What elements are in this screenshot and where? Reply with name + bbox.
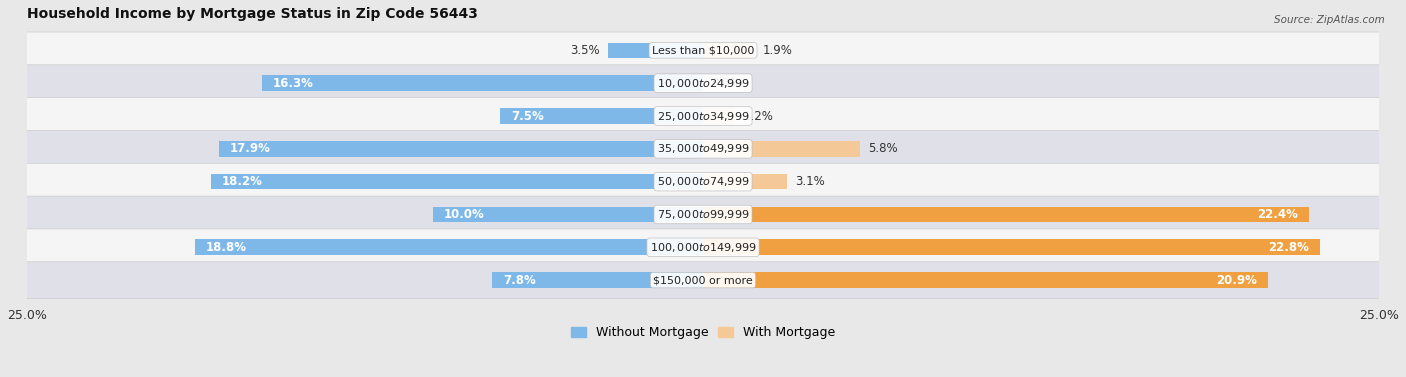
FancyBboxPatch shape (17, 98, 1389, 134)
FancyBboxPatch shape (17, 65, 1389, 101)
Text: 22.4%: 22.4% (1257, 208, 1298, 221)
Text: 22.8%: 22.8% (1268, 241, 1309, 254)
Text: 5.8%: 5.8% (868, 143, 897, 155)
Text: Less than $10,000: Less than $10,000 (652, 45, 754, 55)
FancyBboxPatch shape (17, 130, 1389, 167)
Bar (703, 174, 787, 190)
Legend: Without Mortgage, With Mortgage: Without Mortgage, With Mortgage (565, 321, 841, 344)
Bar (219, 141, 703, 156)
Bar (211, 174, 703, 190)
Text: 7.5%: 7.5% (510, 110, 544, 123)
Text: 3.5%: 3.5% (571, 44, 600, 57)
FancyBboxPatch shape (17, 229, 1389, 266)
Bar (703, 207, 1309, 222)
Bar (262, 75, 703, 91)
Text: 16.3%: 16.3% (273, 77, 314, 90)
Bar (703, 141, 860, 156)
Text: 3.1%: 3.1% (794, 175, 825, 188)
Bar (609, 43, 703, 58)
Bar (703, 272, 1268, 288)
Bar (433, 207, 703, 222)
Text: Household Income by Mortgage Status in Zip Code 56443: Household Income by Mortgage Status in Z… (27, 7, 478, 21)
Bar (194, 239, 703, 255)
Text: 20.9%: 20.9% (1216, 274, 1257, 287)
Bar (703, 43, 755, 58)
Text: $50,000 to $74,999: $50,000 to $74,999 (657, 175, 749, 188)
Text: 1.9%: 1.9% (762, 44, 793, 57)
Bar (703, 239, 1320, 255)
Text: $150,000 or more: $150,000 or more (654, 275, 752, 285)
Bar (492, 272, 703, 288)
FancyBboxPatch shape (17, 196, 1389, 233)
Text: 18.8%: 18.8% (205, 241, 246, 254)
Text: Source: ZipAtlas.com: Source: ZipAtlas.com (1274, 15, 1385, 25)
Text: $75,000 to $99,999: $75,000 to $99,999 (657, 208, 749, 221)
Text: $10,000 to $24,999: $10,000 to $24,999 (657, 77, 749, 90)
Text: 7.8%: 7.8% (503, 274, 536, 287)
Text: 17.9%: 17.9% (229, 143, 270, 155)
Text: 10.0%: 10.0% (443, 208, 484, 221)
Text: 18.2%: 18.2% (222, 175, 263, 188)
Text: $35,000 to $49,999: $35,000 to $49,999 (657, 143, 749, 155)
Bar (703, 108, 735, 124)
Bar (501, 108, 703, 124)
FancyBboxPatch shape (17, 163, 1389, 200)
Text: 1.2%: 1.2% (744, 110, 773, 123)
FancyBboxPatch shape (17, 32, 1389, 69)
FancyBboxPatch shape (17, 262, 1389, 299)
Text: 0.0%: 0.0% (711, 77, 741, 90)
Text: $100,000 to $149,999: $100,000 to $149,999 (650, 241, 756, 254)
Text: $25,000 to $34,999: $25,000 to $34,999 (657, 110, 749, 123)
